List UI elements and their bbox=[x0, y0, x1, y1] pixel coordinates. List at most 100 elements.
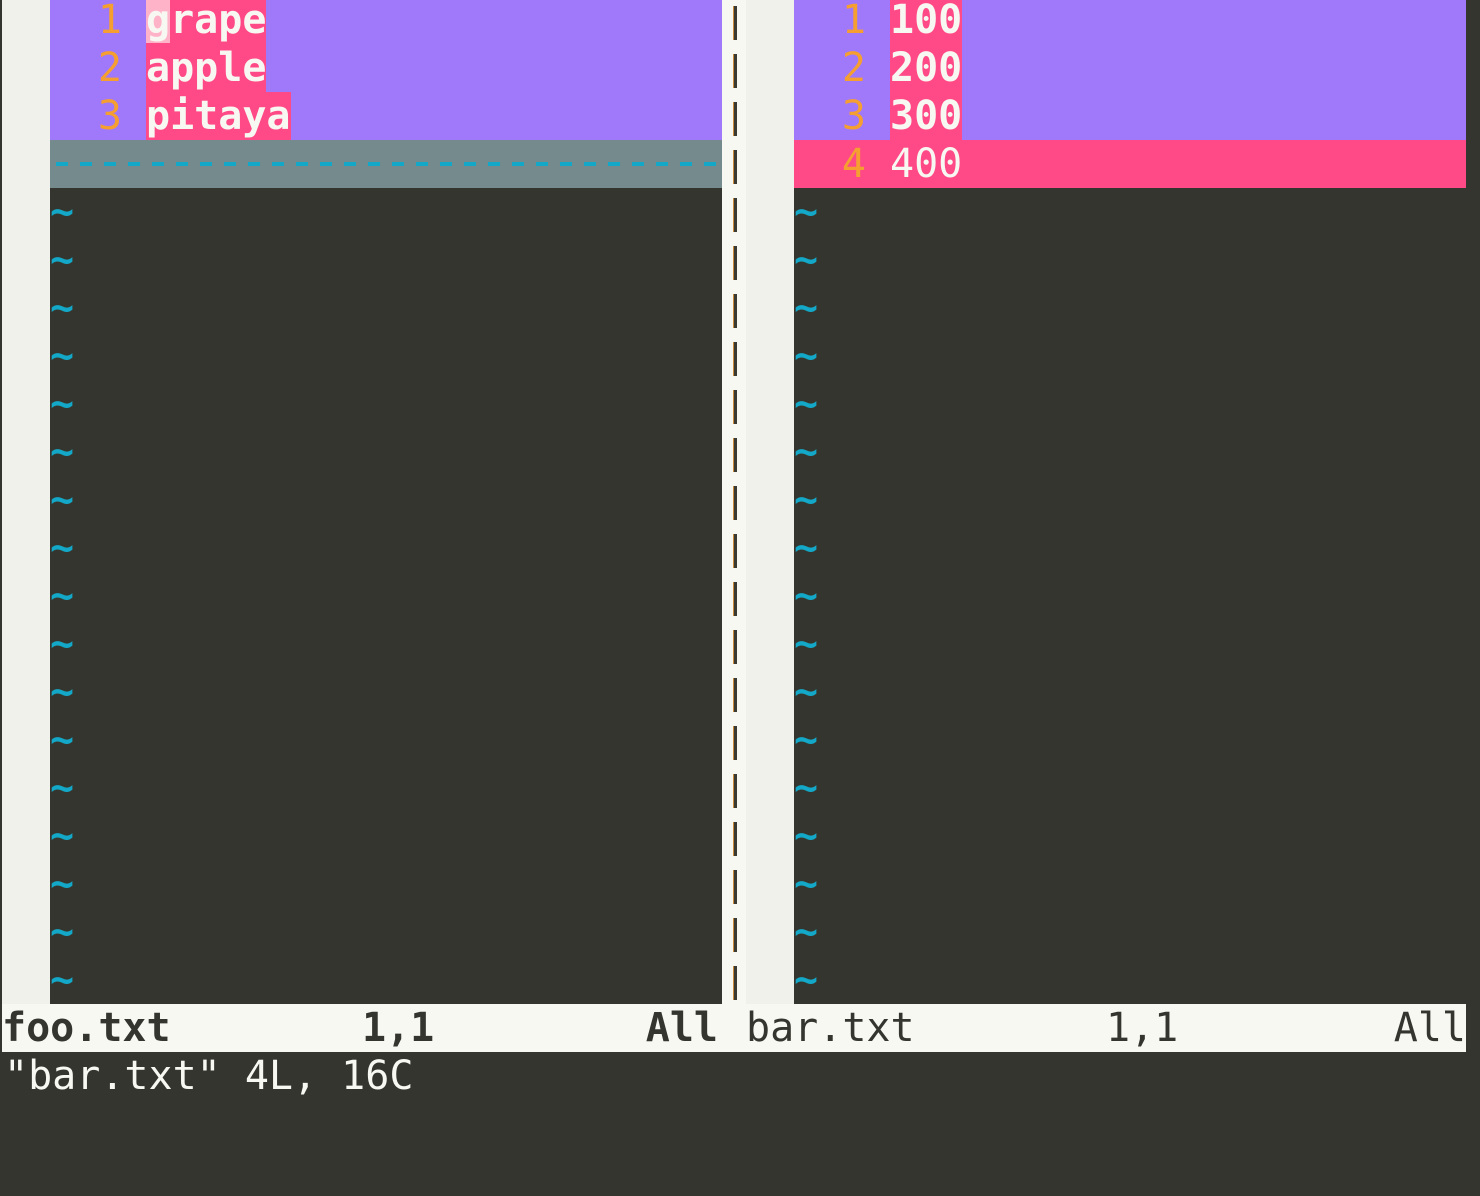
separator-bar bbox=[733, 246, 737, 280]
tilde-marker: ~ bbox=[794, 525, 819, 571]
empty-line-row: ~ bbox=[50, 620, 722, 668]
empty-line-row: ~ bbox=[794, 860, 1466, 908]
empty-line-row: ~ bbox=[794, 764, 1466, 812]
tilde-marker: ~ bbox=[794, 381, 819, 427]
diff-text-highlight: 400 bbox=[890, 141, 963, 187]
separator-bar bbox=[733, 774, 737, 808]
tilde-marker: ~ bbox=[794, 621, 819, 667]
empty-line-row: ~ bbox=[794, 620, 1466, 668]
status-filename: bar.txt bbox=[746, 1005, 915, 1051]
status-filename: foo.txt bbox=[2, 1005, 171, 1051]
empty-line-row: ~ bbox=[794, 284, 1466, 332]
separator-bar bbox=[733, 150, 737, 184]
vertical-split-separator[interactable] bbox=[722, 0, 746, 1004]
line-text: grape bbox=[146, 0, 267, 44]
line-number: 1 bbox=[841, 0, 866, 43]
separator-bar bbox=[733, 582, 737, 616]
tilde-marker: ~ bbox=[50, 429, 75, 475]
separator-bar bbox=[733, 6, 737, 40]
separator-bar bbox=[733, 678, 737, 712]
separator-bar bbox=[733, 438, 737, 472]
empty-line-row: ~ bbox=[50, 524, 722, 572]
tilde-marker: ~ bbox=[50, 381, 75, 427]
separator-bar bbox=[733, 918, 737, 952]
diff-text-highlight: 200 bbox=[890, 44, 963, 92]
right-status-line[interactable]: bar.txt 1,1 All bbox=[722, 1004, 1466, 1052]
diff-text-highlight: pitaya bbox=[146, 92, 291, 140]
tilde-marker: ~ bbox=[794, 573, 819, 619]
empty-line-row: ~ bbox=[794, 956, 1466, 1004]
cursor: g bbox=[146, 0, 171, 43]
tilde-marker: ~ bbox=[794, 477, 819, 523]
diff-line-change[interactable]: 3 pitaya bbox=[50, 92, 722, 140]
separator-bar bbox=[733, 822, 737, 856]
line-text: 300 bbox=[890, 92, 963, 140]
diff-line-change[interactable]: 2 apple bbox=[50, 44, 722, 92]
line-text: apple bbox=[146, 44, 267, 92]
empty-line-row: ~ bbox=[50, 860, 722, 908]
empty-line-row: ~ bbox=[794, 428, 1466, 476]
separator-bar bbox=[733, 390, 737, 424]
tilde-marker: ~ bbox=[50, 477, 75, 523]
diff-text-highlight: 300 bbox=[890, 92, 963, 140]
tilde-marker: ~ bbox=[794, 189, 819, 235]
empty-line-row: ~ bbox=[50, 668, 722, 716]
diff-text-highlight: 100 bbox=[890, 0, 963, 44]
separator-bar bbox=[733, 726, 737, 760]
line-number: 2 bbox=[841, 45, 866, 91]
separator-bar bbox=[733, 966, 737, 1000]
tilde-marker: ~ bbox=[50, 861, 75, 907]
right-editor-window[interactable]: 1 100 2 200 3 300 4 400 ~ ~ ~ ~ ~ ~ ~ ~ ~ ~ ~ ~ ~ ~ ~ ~ ~ bbox=[794, 0, 1466, 1004]
tilde-marker: ~ bbox=[50, 573, 75, 619]
empty-line-row: ~ bbox=[794, 524, 1466, 572]
tilde-marker: ~ bbox=[50, 285, 75, 331]
diff-line-add[interactable]: 4 400 bbox=[794, 140, 1466, 188]
tilde-marker: ~ bbox=[50, 333, 75, 379]
separator-bar bbox=[733, 630, 737, 664]
diff-line-change[interactable]: 2 200 bbox=[794, 44, 1466, 92]
status-scroll: All bbox=[1393, 1005, 1466, 1051]
empty-line-row: ~ bbox=[50, 332, 722, 380]
tilde-marker: ~ bbox=[794, 957, 819, 1003]
diff-line-change[interactable]: 3 300 bbox=[794, 92, 1466, 140]
line-number: 1 bbox=[97, 0, 122, 43]
empty-line-row: ~ bbox=[794, 332, 1466, 380]
line-number: 4 bbox=[841, 141, 866, 187]
line-text: 100 bbox=[890, 0, 963, 44]
left-status-line[interactable]: foo.txt 1,1 All bbox=[2, 1004, 722, 1052]
separator-bar bbox=[733, 102, 737, 136]
left-editor-window[interactable]: 1 grape 2 apple 3 pitaya ~ ~ ~ ~ ~ ~ ~ ~ ~ ~ ~ ~ ~ ~ ~ ~ ~ bbox=[50, 0, 722, 1004]
empty-line-row: ~ bbox=[50, 284, 722, 332]
line-text: pitaya bbox=[146, 92, 291, 140]
separator-bar bbox=[733, 342, 737, 376]
empty-line-row: ~ bbox=[50, 188, 722, 236]
left-fold-column bbox=[2, 0, 50, 1004]
tilde-marker: ~ bbox=[50, 669, 75, 715]
tilde-marker: ~ bbox=[50, 525, 75, 571]
tilde-marker: ~ bbox=[50, 717, 75, 763]
line-text-rest: rape bbox=[170, 0, 267, 43]
empty-line-row: ~ bbox=[794, 668, 1466, 716]
empty-line-row: ~ bbox=[50, 716, 722, 764]
empty-line-row: ~ bbox=[794, 380, 1466, 428]
empty-line-row: ~ bbox=[50, 764, 722, 812]
line-number: 2 bbox=[97, 45, 122, 91]
tilde-marker: ~ bbox=[794, 813, 819, 859]
empty-line-row: ~ bbox=[794, 716, 1466, 764]
empty-line-row: ~ bbox=[794, 188, 1466, 236]
tilde-marker: ~ bbox=[794, 717, 819, 763]
empty-line-row: ~ bbox=[50, 476, 722, 524]
diff-line-change[interactable]: 1 grape bbox=[50, 0, 722, 44]
diff-line-change[interactable]: 1 100 bbox=[794, 0, 1466, 44]
separator-bar bbox=[733, 486, 737, 520]
empty-line-row: ~ bbox=[50, 572, 722, 620]
tilde-marker: ~ bbox=[794, 765, 819, 811]
tilde-marker: ~ bbox=[50, 813, 75, 859]
separator-bar bbox=[733, 54, 737, 88]
diff-text-highlight: apple bbox=[146, 44, 267, 92]
command-line-message[interactable]: "bar.txt" 4L, 16C bbox=[4, 1053, 414, 1099]
line-number: 3 bbox=[97, 93, 122, 139]
empty-line-row: ~ bbox=[50, 428, 722, 476]
diff-filler-dashes bbox=[56, 162, 722, 166]
diff-line-filler[interactable] bbox=[50, 140, 722, 188]
